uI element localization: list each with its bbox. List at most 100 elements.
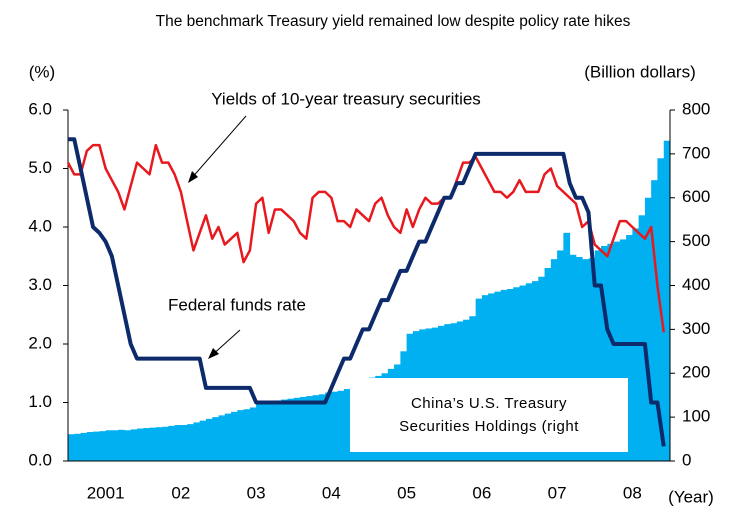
bar (626, 235, 633, 461)
bar (613, 241, 621, 461)
bar (513, 287, 520, 461)
y2-tick-label: 800 (682, 99, 710, 118)
y-tick-label: 6.0 (28, 99, 52, 118)
bar (638, 215, 646, 461)
bar (575, 256, 583, 461)
bar (274, 400, 282, 461)
bar (532, 281, 539, 461)
bar (519, 285, 527, 461)
annotation-box: China’s U.S. Treasury Securities Holding… (350, 378, 628, 452)
bar (287, 398, 295, 461)
bar (494, 291, 502, 461)
bar (155, 427, 163, 461)
bar (663, 140, 671, 461)
bar (143, 428, 150, 461)
x-tick-label: 02 (171, 483, 190, 502)
bar (118, 429, 125, 461)
bar (268, 401, 276, 461)
bar (205, 418, 213, 461)
annotation: Yields of 10-year treasury securities (211, 89, 481, 108)
bar (550, 259, 558, 461)
y2-axis-label: (Billion dollars) (584, 62, 695, 81)
annotation: China’s U.S. Treasury Securities Holding… (399, 395, 579, 435)
bar (124, 430, 132, 461)
bar (544, 267, 552, 461)
bar (525, 283, 533, 461)
line (68, 137, 666, 447)
bar (168, 425, 176, 461)
x-tick-label: 08 (623, 483, 642, 502)
bar (187, 424, 194, 461)
bar (563, 232, 571, 461)
bar (68, 434, 75, 461)
bar (249, 407, 257, 461)
bar (193, 422, 201, 461)
annotation-arrow (189, 115, 247, 181)
y2-tick-label: 300 (682, 319, 710, 338)
x-tick-label: 03 (247, 483, 266, 502)
bar (149, 427, 157, 461)
bar (582, 259, 589, 461)
y-tick-label: 2.0 (28, 333, 52, 352)
bar (293, 397, 301, 461)
bar (488, 293, 495, 461)
bar (111, 430, 119, 461)
arrow-head (208, 348, 219, 359)
chart-title: The benchmark Treasury yield remained lo… (156, 13, 631, 30)
bar (569, 254, 577, 461)
bar (93, 431, 100, 461)
bar (137, 428, 144, 461)
y2-tick-label: 400 (682, 275, 710, 294)
bar (644, 197, 652, 461)
line (66, 143, 665, 333)
y2-tick-label: 100 (682, 407, 710, 426)
bar (231, 411, 238, 461)
bar (331, 391, 339, 461)
x-tick-label: 2001 (87, 483, 125, 502)
bar (594, 250, 602, 461)
bar (224, 413, 232, 461)
bar (99, 431, 107, 461)
x-axis-label: (Year) (668, 487, 714, 506)
x-tick-label: 06 (472, 483, 491, 502)
bar (500, 289, 508, 461)
annotation: Federal funds rate (168, 295, 306, 314)
y2-tick-label: 600 (682, 187, 710, 206)
bar (318, 394, 326, 461)
bar (243, 409, 251, 461)
bar (174, 425, 182, 461)
bar (80, 432, 88, 461)
bar (86, 432, 94, 461)
bar (299, 396, 307, 461)
bar (74, 433, 81, 461)
bar (651, 180, 658, 461)
bar (619, 239, 627, 461)
x-tick-label: 05 (397, 483, 416, 502)
y2-tick-label: 200 (682, 363, 710, 382)
bar (325, 392, 332, 461)
bar (337, 390, 345, 461)
bar (312, 395, 320, 461)
bar (600, 246, 608, 461)
bar (506, 289, 514, 461)
y-tick-label: 4.0 (28, 216, 52, 235)
bar (557, 250, 564, 461)
bar (180, 425, 188, 461)
y2-tick-label: 500 (682, 231, 710, 250)
y-axis-label: (%) (29, 62, 55, 81)
bar (306, 396, 313, 461)
y-tick-label: 3.0 (28, 275, 52, 294)
bar (218, 415, 226, 461)
arrow-head (188, 171, 198, 183)
bar (237, 410, 244, 461)
y-tick-label: 1.0 (28, 392, 52, 411)
bar (281, 399, 288, 461)
bar (162, 426, 169, 461)
bar (256, 403, 263, 461)
bar (607, 243, 614, 461)
y2-tick-label: 0 (682, 450, 691, 469)
y-tick-label: 0.0 (28, 450, 52, 469)
y2-tick-label: 700 (682, 143, 710, 162)
bar (262, 402, 270, 461)
